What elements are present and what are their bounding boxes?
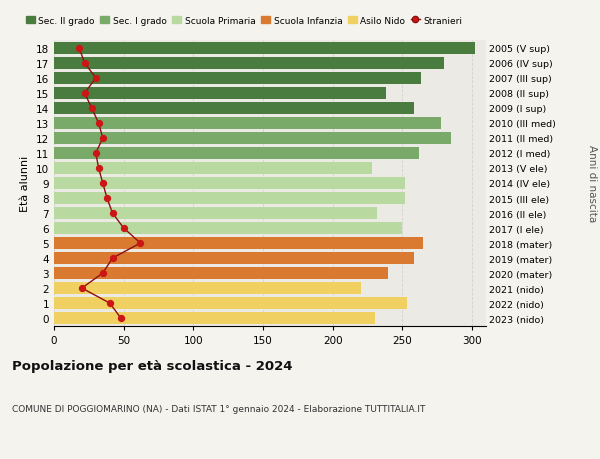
Point (87, 105, 97, 112)
Bar (54, 58, 444, 70)
Legend: Sec. II grado, Sec. I grado, Scuola Primaria, Scuola Infanzia, Asilo Nido, Stran: Sec. II grado, Sec. I grado, Scuola Prim… (22, 13, 466, 29)
Bar (54, 237, 423, 250)
Bar (54, 88, 386, 100)
Point (80, 90, 89, 97)
Point (105, 300, 115, 307)
Point (98, 135, 107, 142)
Point (74, 45, 84, 52)
Point (98, 270, 107, 277)
Bar (54, 73, 421, 85)
Bar (54, 312, 374, 325)
Text: COMUNE DI POGGIOMARINO (NA) - Dati ISTAT 1° gennaio 2024 - Elaborazione TUTTITAL: COMUNE DI POGGIOMARINO (NA) - Dati ISTAT… (12, 404, 425, 413)
Bar (54, 162, 372, 175)
Bar (54, 43, 475, 55)
Bar (54, 223, 403, 235)
Y-axis label: Età alunni: Età alunni (20, 156, 31, 212)
Point (108, 255, 118, 262)
Bar (54, 178, 405, 190)
Point (94, 120, 103, 127)
Point (116, 315, 125, 322)
Point (108, 210, 118, 217)
Point (80, 60, 89, 67)
Bar (54, 297, 407, 309)
Point (91, 150, 101, 157)
Bar (54, 252, 413, 265)
Point (136, 240, 145, 247)
Bar (54, 118, 442, 130)
Point (91, 75, 101, 83)
Bar (54, 192, 405, 205)
Text: Anni di nascita: Anni di nascita (587, 145, 597, 222)
Point (77, 285, 86, 292)
Bar (54, 133, 451, 145)
Text: Popolazione per età scolastica - 2024: Popolazione per età scolastica - 2024 (12, 359, 293, 373)
Point (119, 225, 128, 232)
Bar (54, 282, 361, 295)
Point (102, 195, 112, 202)
Bar (54, 207, 377, 220)
Bar (54, 102, 413, 115)
Bar (54, 267, 388, 280)
Point (94, 165, 103, 172)
Bar (54, 147, 419, 160)
Point (98, 180, 107, 187)
